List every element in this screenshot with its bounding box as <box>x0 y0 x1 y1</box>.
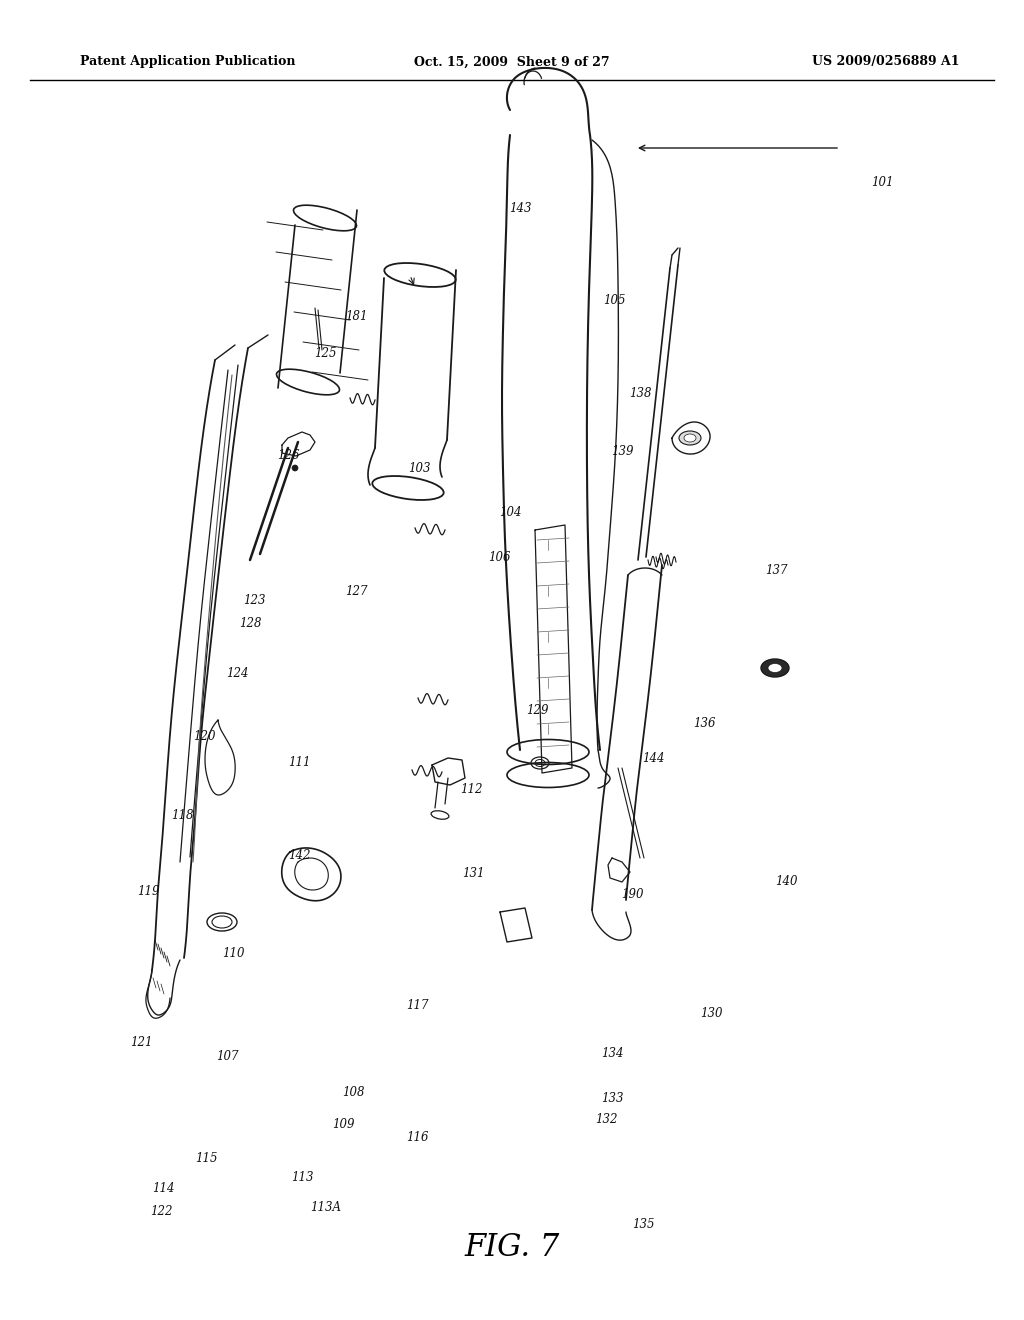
Ellipse shape <box>684 434 696 442</box>
Text: 136: 136 <box>693 717 716 730</box>
Ellipse shape <box>768 664 782 672</box>
Text: 110: 110 <box>222 946 245 960</box>
Text: 103: 103 <box>409 462 431 475</box>
Text: 115: 115 <box>196 1152 218 1166</box>
Text: 104: 104 <box>499 506 521 519</box>
Text: 125: 125 <box>314 347 337 360</box>
Text: 132: 132 <box>595 1113 617 1126</box>
Text: 133: 133 <box>601 1092 624 1105</box>
Text: 144: 144 <box>642 752 665 766</box>
Text: 135: 135 <box>632 1218 654 1232</box>
Text: 143: 143 <box>509 202 531 215</box>
Text: 139: 139 <box>611 445 634 458</box>
Text: 117: 117 <box>407 999 429 1012</box>
Text: 140: 140 <box>775 875 798 888</box>
Text: 134: 134 <box>601 1047 624 1060</box>
Text: 105: 105 <box>603 294 626 308</box>
Text: 118: 118 <box>171 809 194 822</box>
Text: 124: 124 <box>226 667 249 680</box>
Text: 113: 113 <box>291 1171 313 1184</box>
Text: 181: 181 <box>345 310 368 323</box>
Text: 101: 101 <box>871 176 894 189</box>
Text: 137: 137 <box>765 564 787 577</box>
Text: Patent Application Publication: Patent Application Publication <box>80 55 296 69</box>
Text: 127: 127 <box>345 585 368 598</box>
Text: 109: 109 <box>332 1118 354 1131</box>
Text: 111: 111 <box>288 756 310 770</box>
Text: 138: 138 <box>629 387 651 400</box>
Text: 108: 108 <box>342 1086 365 1100</box>
Text: 120: 120 <box>194 730 216 743</box>
Text: 113A: 113A <box>310 1201 341 1214</box>
Ellipse shape <box>761 659 790 677</box>
Text: FIG. 7: FIG. 7 <box>464 1233 560 1263</box>
Text: 131: 131 <box>462 867 484 880</box>
Text: 130: 130 <box>700 1007 723 1020</box>
Text: 126: 126 <box>278 449 300 462</box>
Text: 121: 121 <box>130 1036 153 1049</box>
Ellipse shape <box>679 432 701 445</box>
Text: 116: 116 <box>407 1131 429 1144</box>
Ellipse shape <box>292 465 298 471</box>
Text: 123: 123 <box>243 594 265 607</box>
Text: US 2009/0256889 A1: US 2009/0256889 A1 <box>812 55 961 69</box>
Text: 112: 112 <box>460 783 482 796</box>
Text: 142: 142 <box>288 849 310 862</box>
Text: Oct. 15, 2009  Sheet 9 of 27: Oct. 15, 2009 Sheet 9 of 27 <box>414 55 610 69</box>
Text: 114: 114 <box>153 1181 175 1195</box>
Text: 122: 122 <box>151 1205 173 1218</box>
Text: 106: 106 <box>488 550 511 564</box>
Text: 119: 119 <box>137 884 160 898</box>
Text: 129: 129 <box>526 704 549 717</box>
Text: 107: 107 <box>216 1049 239 1063</box>
Text: 128: 128 <box>240 616 262 630</box>
Text: 190: 190 <box>622 888 644 902</box>
